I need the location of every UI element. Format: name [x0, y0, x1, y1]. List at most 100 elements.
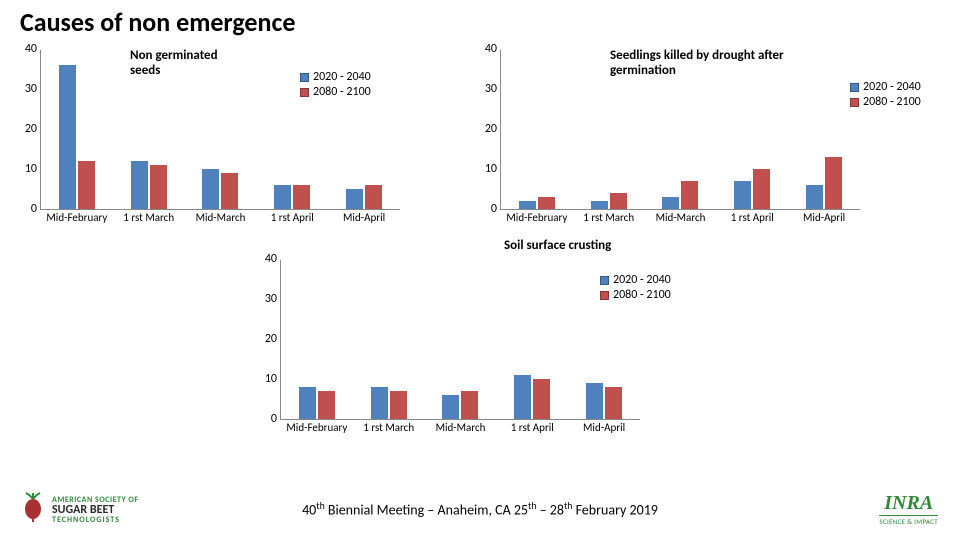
chart2-legend: 2020 - 20402080 - 2100	[850, 80, 921, 110]
chart-crusting: Mid-February1 rst MarchMid-March1 rst Ap…	[280, 260, 640, 420]
chart1-xlabels: Mid-February1 rst MarchMid-March1 rst Ap…	[41, 209, 400, 224]
bar-group	[113, 50, 185, 209]
bar	[346, 189, 363, 209]
bar	[150, 165, 167, 209]
chart3-legend: 2020 - 20402080 - 2100	[600, 273, 671, 303]
bar	[221, 173, 238, 209]
xlabel: Mid-March	[185, 211, 257, 224]
bar	[825, 157, 842, 209]
ytick: 40	[13, 42, 37, 56]
beet-icon	[20, 492, 46, 528]
legend-swatch	[600, 291, 609, 300]
xlabel: 1 rst March	[353, 421, 425, 434]
bar-group	[501, 50, 573, 209]
chart1-legend: 2020 - 20402080 - 2100	[300, 70, 371, 100]
bar-group	[353, 260, 425, 419]
legend-label: 2080 - 2100	[313, 85, 371, 99]
legend-label: 2020 - 2040	[313, 70, 371, 84]
bar-group	[716, 50, 788, 209]
ytick: 40	[253, 252, 277, 266]
bar-group	[41, 50, 113, 209]
xlabel: 1 rst April	[496, 421, 568, 434]
bar	[610, 193, 627, 209]
bar	[681, 181, 698, 209]
legend-label: 2020 - 2040	[613, 273, 671, 287]
legend-item: 2020 - 2040	[850, 80, 921, 94]
xlabel: Mid-February	[281, 421, 353, 434]
legend-item: 2080 - 2100	[850, 95, 921, 109]
bar	[461, 391, 478, 419]
bar-group	[496, 260, 568, 419]
legend-item: 2080 - 2100	[300, 85, 371, 99]
bar	[274, 185, 291, 209]
bar	[131, 161, 148, 209]
ytick: 0	[253, 412, 277, 426]
bar	[59, 65, 76, 209]
bar	[371, 387, 388, 419]
bar	[514, 375, 531, 419]
xlabel: 1 rst April	[716, 211, 788, 224]
logo-assbt: AMERICAN SOCIETY OF SUGAR BEET TECHNOLOG…	[20, 492, 139, 528]
legend-label: 2020 - 2040	[863, 80, 921, 94]
ytick: 10	[253, 372, 277, 386]
legend-swatch	[600, 276, 609, 285]
bar-group	[573, 50, 645, 209]
ytick: 0	[13, 202, 37, 216]
bar	[734, 181, 751, 209]
ytick: 20	[253, 332, 277, 346]
bar	[806, 185, 823, 209]
bar	[390, 391, 407, 419]
bar	[519, 201, 536, 209]
legend-label: 2080 - 2100	[863, 95, 921, 109]
ytick: 30	[253, 292, 277, 306]
bar	[299, 387, 316, 419]
legend-label: 2080 - 2100	[613, 288, 671, 302]
ytick: 30	[473, 82, 497, 96]
legend-swatch	[300, 73, 309, 82]
logo-right-name: INRA	[879, 492, 938, 516]
legend-swatch	[850, 83, 859, 92]
bar	[662, 197, 679, 209]
chart2-bars	[501, 50, 860, 209]
bar	[753, 169, 770, 209]
footer-text: 40th Biennial Meeting – Anaheim, CA 25th…	[0, 500, 960, 519]
legend-item: 2080 - 2100	[600, 288, 671, 302]
ytick: 20	[13, 122, 37, 136]
xlabel: Mid-April	[788, 211, 860, 224]
legend-swatch	[850, 98, 859, 107]
xlabel: Mid-March	[645, 211, 717, 224]
bar	[202, 169, 219, 209]
xlabel: Mid-February	[501, 211, 573, 224]
bar	[586, 383, 603, 419]
bar	[538, 197, 555, 209]
bar-group	[425, 260, 497, 419]
xlabel: Mid-February	[41, 211, 113, 224]
ytick: 0	[473, 202, 497, 216]
chart2-plot: Mid-February1 rst MarchMid-March1 rst Ap…	[500, 50, 860, 210]
legend-swatch	[300, 88, 309, 97]
bar-group	[645, 50, 717, 209]
slide: Causes of non emergence Non germinated s…	[0, 0, 960, 540]
xlabel: Mid-April	[568, 421, 640, 434]
bar	[442, 395, 459, 419]
ytick: 10	[473, 162, 497, 176]
bar	[365, 185, 382, 209]
xlabel: 1 rst March	[573, 211, 645, 224]
xlabel: 1 rst April	[256, 211, 328, 224]
legend-item: 2020 - 2040	[600, 273, 671, 287]
bar	[533, 379, 550, 419]
xlabel: Mid-April	[328, 211, 400, 224]
chart3-title: Soil surface crusting	[504, 238, 611, 253]
ytick: 40	[473, 42, 497, 56]
chart3-plot: Mid-February1 rst MarchMid-March1 rst Ap…	[280, 260, 640, 420]
logo-right-sub: SCIENCE & IMPACT	[879, 517, 938, 526]
bar	[293, 185, 310, 209]
bar	[591, 201, 608, 209]
bar	[605, 387, 622, 419]
xlabel: Mid-March	[425, 421, 497, 434]
ytick: 20	[473, 122, 497, 136]
bar	[318, 391, 335, 419]
ytick: 10	[13, 162, 37, 176]
logo-left-line3: TECHNOLOGISTS	[52, 516, 139, 524]
chart2-xlabels: Mid-February1 rst MarchMid-March1 rst Ap…	[501, 209, 860, 224]
